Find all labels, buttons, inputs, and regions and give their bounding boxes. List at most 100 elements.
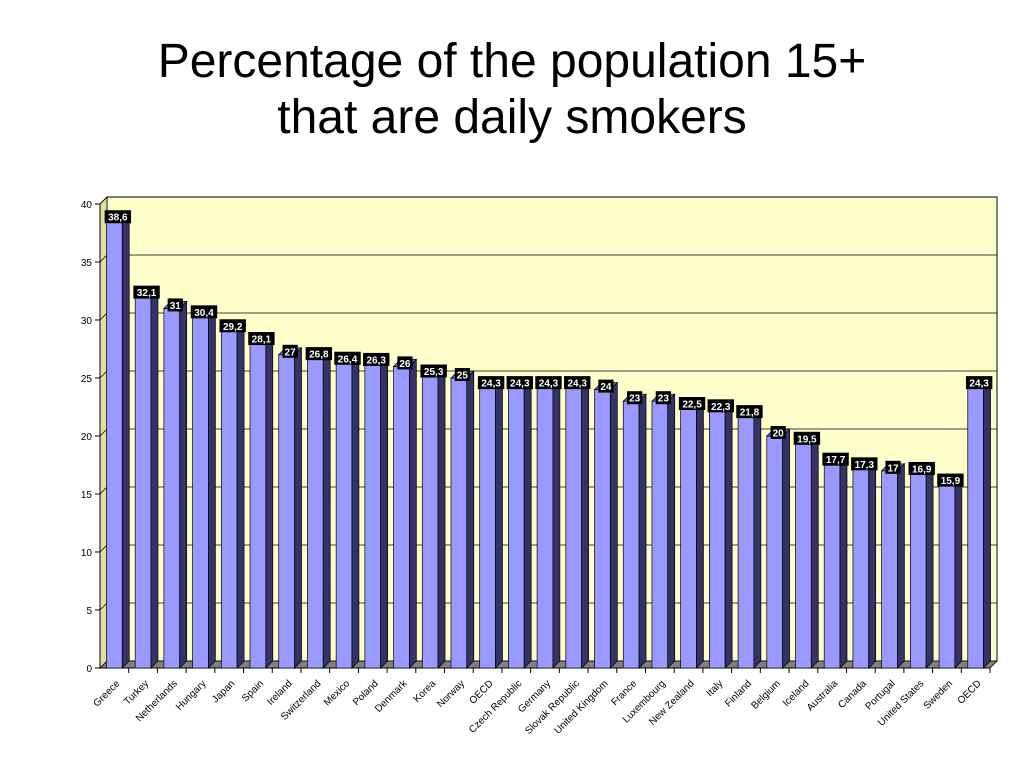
- bar: [421, 366, 446, 669]
- data-label-text: 31: [170, 301, 182, 312]
- data-label: 24,3: [965, 376, 993, 390]
- data-label-text: 22,5: [682, 400, 702, 411]
- bar: [392, 358, 418, 669]
- bar: [708, 401, 733, 669]
- bar-side: [782, 428, 790, 669]
- data-label: 29,2: [219, 319, 246, 333]
- data-label-text: 32,1: [137, 288, 157, 299]
- bar-front: [307, 356, 324, 669]
- bar-front: [852, 466, 870, 669]
- data-label-text: 38,6: [108, 213, 128, 224]
- bar-front: [737, 414, 755, 669]
- data-label-text: 20: [773, 429, 785, 440]
- bar-front: [106, 219, 123, 669]
- bar-front: [335, 361, 353, 669]
- bar: [679, 399, 705, 669]
- x-tick-label: Belgium: [749, 678, 782, 711]
- data-label-box: [477, 376, 505, 390]
- bar: [593, 381, 619, 669]
- x-tick-label: Hungary: [174, 678, 209, 713]
- data-label-box: [104, 210, 132, 224]
- data-label: 26,8: [305, 347, 333, 361]
- bar-front: [536, 385, 554, 669]
- bar-side: [897, 462, 905, 669]
- data-label-box: [793, 431, 821, 445]
- data-label-box: [707, 399, 734, 413]
- bar-side: [609, 381, 618, 669]
- bar-front: [909, 471, 927, 669]
- bar-side: [523, 378, 532, 669]
- bar-side: [236, 321, 245, 669]
- bar-front: [594, 389, 611, 669]
- y-tick-label: 15: [81, 490, 93, 501]
- bar-side: [983, 378, 991, 669]
- y-tick-label: 30: [81, 316, 93, 327]
- data-label-text: 26: [399, 359, 411, 370]
- bar-front: [163, 308, 181, 669]
- bar-front: [795, 441, 812, 669]
- data-label-text: 26,4: [338, 354, 358, 365]
- bar-front: [709, 408, 726, 669]
- x-tick-label: United Kingdom: [552, 678, 610, 736]
- bar: [450, 370, 475, 669]
- chart-title: Percentage of the population 15+ that ar…: [0, 34, 1024, 146]
- data-label: 25,3: [420, 364, 447, 378]
- bar: [507, 378, 533, 669]
- data-label: 26,3: [363, 352, 390, 366]
- data-label-box: [334, 351, 361, 365]
- bar: [651, 393, 676, 669]
- data-label-box: [219, 319, 246, 333]
- data-label: 24: [598, 379, 614, 393]
- bar-front: [938, 483, 956, 669]
- bar-front: [651, 400, 669, 669]
- bar-front: [479, 385, 496, 669]
- data-label-text: 28,1: [252, 335, 272, 346]
- bar: [765, 428, 791, 669]
- bar: [277, 346, 303, 669]
- data-label-text: 24,3: [969, 379, 989, 390]
- data-label-box: [420, 364, 447, 378]
- bar: [823, 454, 848, 669]
- bar: [220, 321, 245, 669]
- data-label-box: [535, 376, 562, 390]
- bar-front: [450, 377, 468, 669]
- data-label-box: [282, 344, 298, 358]
- bar: [105, 212, 131, 669]
- data-label: 30,4: [190, 305, 218, 319]
- bar-side: [380, 355, 388, 669]
- data-label-text: 30,4: [194, 308, 214, 319]
- gridline-side: [99, 486, 108, 495]
- x-tick-label: Australia: [805, 678, 841, 714]
- data-label-box: [736, 405, 763, 419]
- data-label-box: [305, 347, 333, 361]
- data-label-text: 27: [285, 347, 297, 358]
- data-label: 17,3: [851, 457, 878, 471]
- data-label-box: [822, 452, 849, 466]
- bar-side: [724, 401, 733, 669]
- data-label: 22,5: [678, 397, 706, 411]
- y-tick-label: 40: [81, 200, 93, 211]
- bar-side: [638, 393, 647, 669]
- bar-side: [667, 393, 676, 669]
- data-label: 31: [167, 298, 183, 312]
- bar-side: [868, 459, 877, 669]
- data-label-box: [598, 379, 614, 393]
- data-label-box: [167, 298, 183, 312]
- data-label-box: [908, 461, 935, 475]
- data-label-box: [965, 376, 993, 390]
- bar-front: [192, 315, 209, 669]
- bar-front: [421, 374, 439, 669]
- bar-front: [249, 341, 267, 669]
- x-tick-label: Mexico: [322, 678, 352, 708]
- bar-front: [823, 462, 841, 669]
- gridline-side: [99, 196, 108, 205]
- data-label-text: 24: [600, 382, 612, 393]
- data-label: 23: [627, 391, 643, 405]
- data-label-box: [248, 332, 275, 346]
- bar-side: [121, 212, 130, 669]
- data-label-text: 17,7: [826, 455, 846, 466]
- bar-side: [466, 370, 475, 669]
- bar-side: [581, 378, 589, 669]
